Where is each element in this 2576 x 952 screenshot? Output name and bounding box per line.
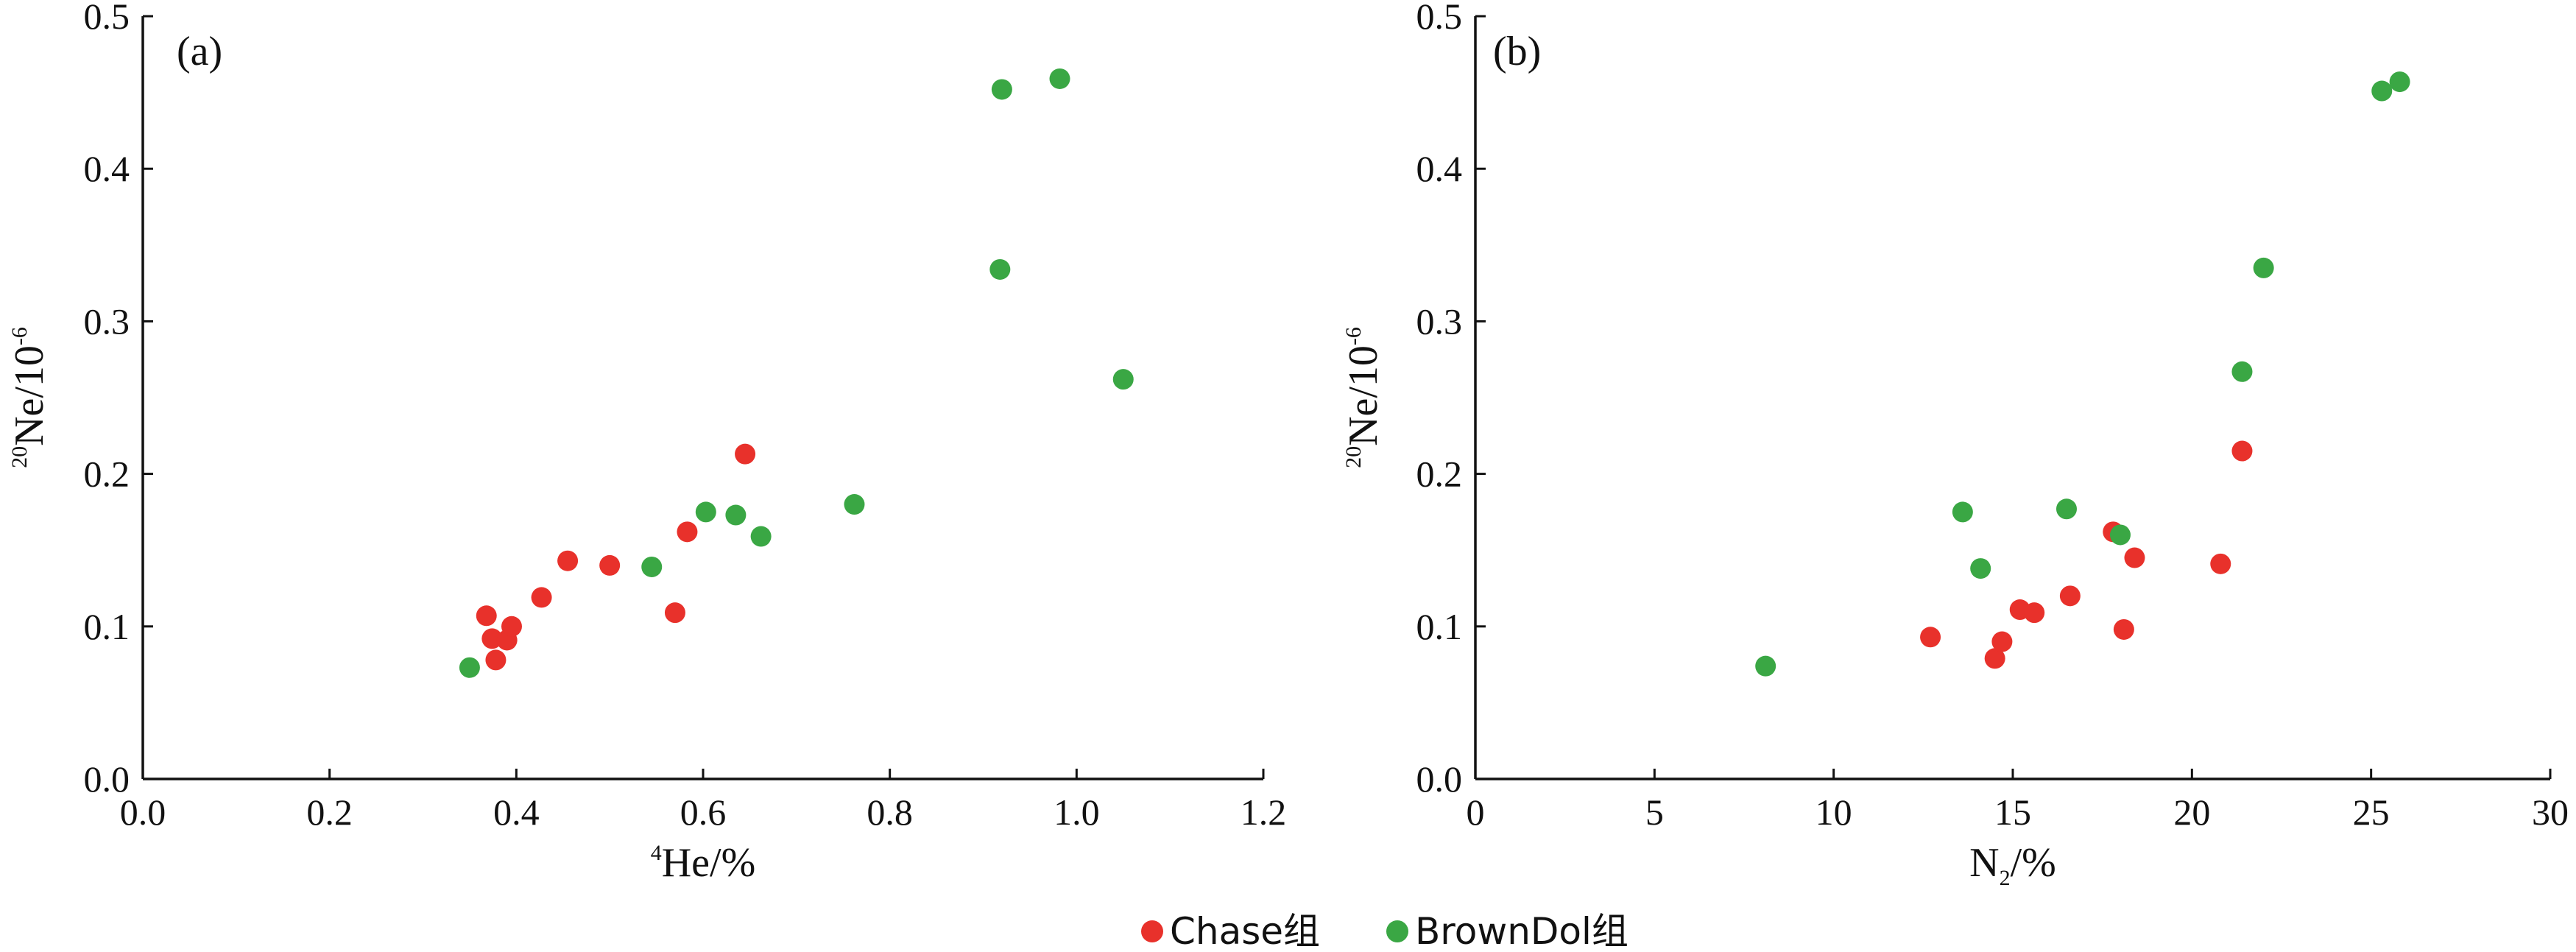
- x-axis-title-tail-b: /%: [2011, 840, 2056, 886]
- data-point-browndol: [725, 504, 747, 526]
- x-axis-title-a: 4He/%: [651, 840, 756, 886]
- legend-marker-browndol: [1386, 920, 1408, 942]
- x-axis-title-sub-b: 2: [2000, 866, 2011, 890]
- y-tick-label-a: 0.0: [84, 758, 130, 800]
- y-axis-title-exp-a: -6: [7, 327, 32, 345]
- y-axis-title-main-a: Ne/10: [7, 345, 52, 446]
- legend: Chase组 BrownDol组: [1141, 910, 1628, 952]
- data-point-chase: [599, 554, 621, 576]
- x-tick-label-b: 30: [2532, 791, 2569, 833]
- data-point-chase: [531, 587, 552, 608]
- y-tick-label-a: 0.5: [84, 0, 130, 37]
- data-point-browndol: [1049, 68, 1070, 89]
- x-tick-label-b: 0: [1467, 791, 1485, 833]
- y-tick-label-a: 0.3: [84, 300, 130, 342]
- data-point-chase: [2113, 618, 2134, 640]
- y-axis-title-main-b: Ne/10: [1341, 345, 1386, 446]
- data-point-browndol: [1755, 655, 1776, 677]
- chart-panel-a: 0.0 0.2 0.4 0.6 0.8 1.0 1.2 0.0 0.1 0.2 0.3 0.4 0.5…: [7, 0, 1286, 886]
- data-point-chase: [476, 605, 497, 627]
- x-tick-label-b: 25: [2353, 791, 2390, 833]
- x-axis-title-b: N2/%: [1969, 840, 2056, 890]
- panel-label-a: (a): [177, 29, 222, 74]
- chart-panel-b: 0 5 10 15 20 25 30 0.00.10.20.30.40.5 (b) 20Ne…: [1341, 0, 2569, 890]
- data-point-chase: [1984, 648, 2005, 669]
- y-tick-label-b: 0.0: [1416, 758, 1463, 800]
- x-tick-label-a: 0.8: [867, 791, 913, 833]
- data-point-browndol: [1952, 501, 1973, 523]
- data-point-browndol: [641, 556, 663, 577]
- data-point-chase: [485, 649, 507, 671]
- legend-label-chase: Chase组: [1170, 910, 1320, 952]
- x-tick-label-a: 0.6: [680, 791, 727, 833]
- y-tick-label-b: 0.1: [1416, 606, 1463, 647]
- data-point-browndol: [991, 79, 1012, 100]
- data-point-chase: [677, 521, 698, 543]
- x-tick-label-b: 20: [2173, 791, 2210, 833]
- data-point-browndol: [2371, 80, 2393, 102]
- data-point-chase: [557, 550, 579, 571]
- plot-area-b: [1475, 16, 2550, 779]
- data-point-browndol: [1970, 558, 1991, 579]
- y-axis-title-b: 20Ne/10-6: [1341, 327, 1386, 468]
- x-axis-title-sup-a: 4: [651, 841, 662, 865]
- y-axis-title-exp-b: -6: [1341, 327, 1366, 345]
- data-point-chase: [1991, 631, 2013, 652]
- y-tick-label-b: 0.2: [1416, 454, 1463, 495]
- x-tick-label-b: 15: [1994, 791, 2031, 833]
- y-ticks-b: 0.0 0.1 0.2 0.3 0.4 0.5: [1416, 0, 1486, 800]
- data-point-chase: [2124, 547, 2145, 568]
- x-ticks-a: 0.0 0.2 0.4 0.6 0.8 1.0 1.2: [120, 769, 1287, 833]
- scatter-marks-b: [1755, 71, 2410, 677]
- x-axis-title-main-b: N: [1969, 840, 1999, 886]
- x-tick-label-a: 0.2: [306, 791, 353, 833]
- x-tick-label-a: 0.0: [120, 791, 166, 833]
- data-point-chase: [2210, 553, 2231, 574]
- data-point-browndol: [2253, 257, 2274, 278]
- y-ticks-a: 0.0 0.1 0.2 0.3 0.4 0.5: [84, 0, 153, 800]
- data-point-browndol: [695, 501, 716, 523]
- y-axis-title-a: 20Ne/10-6: [7, 327, 52, 468]
- y-axis-title-sup-b: 20: [1341, 446, 1366, 468]
- y-tick-label-a: 0.2: [84, 454, 130, 495]
- y-tick-label-b: 0.5: [1416, 0, 1463, 37]
- data-point-chase: [2231, 440, 2253, 462]
- scatter-marks-a: [459, 68, 1134, 678]
- y-axis-title-sup-a: 20: [7, 446, 32, 468]
- legend-marker-chase: [1141, 920, 1163, 942]
- data-point-browndol: [2110, 524, 2131, 546]
- panel-label-b: (b): [1493, 29, 1541, 74]
- data-point-chase: [501, 616, 522, 637]
- data-point-browndol: [1112, 369, 1134, 390]
- x-tick-label-a: 1.0: [1054, 791, 1100, 833]
- data-point-browndol: [844, 494, 865, 515]
- data-point-browndol: [989, 258, 1011, 280]
- x-axis-title-main-a: He/%: [662, 840, 756, 886]
- y-tick-label-a: 0.4: [84, 148, 130, 189]
- data-point-chase: [1920, 627, 1941, 648]
- data-point-chase: [2059, 585, 2081, 607]
- y-tick-label-a: 0.1: [84, 606, 130, 647]
- x-tick-label-b: 5: [1645, 791, 1664, 833]
- data-point-browndol: [2231, 361, 2253, 382]
- plot-area-a: [143, 16, 1263, 779]
- data-point-chase: [664, 602, 685, 624]
- x-tick-label-a: 0.4: [493, 791, 540, 833]
- data-point-browndol: [2389, 71, 2410, 93]
- data-point-chase: [2024, 602, 2045, 624]
- legend-label-browndol: BrownDol组: [1415, 910, 1628, 952]
- data-point-browndol: [459, 657, 480, 678]
- x-tick-label-b: 10: [1815, 791, 1852, 833]
- x-ticks-b: 0 5 10 15 20 25 30: [1467, 769, 2569, 833]
- data-point-browndol: [750, 526, 772, 547]
- y-tick-label-b: 0.3: [1416, 300, 1463, 342]
- x-tick-label-a: 1.2: [1241, 791, 1287, 833]
- data-point-chase: [481, 628, 503, 649]
- data-point-chase: [735, 443, 756, 465]
- data-point-browndol: [2056, 498, 2077, 520]
- y-tick-label-b: 0.4: [1416, 148, 1463, 189]
